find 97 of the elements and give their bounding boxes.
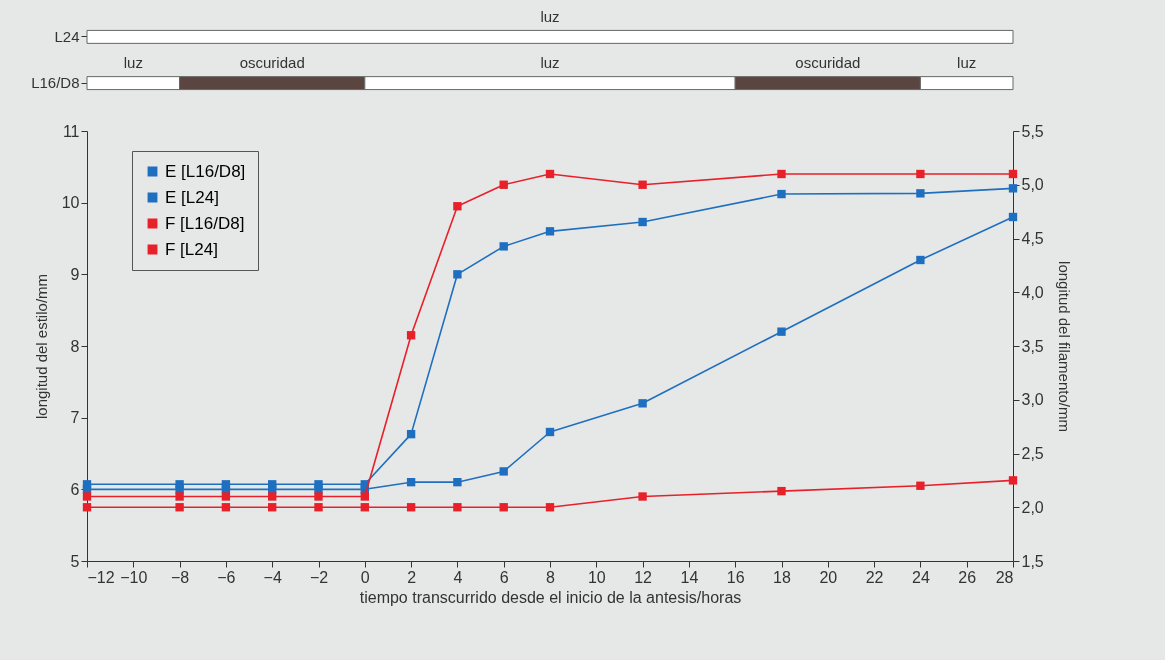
point [499, 503, 508, 512]
point [638, 217, 647, 227]
y2-tick-label: 2,0 [1021, 498, 1044, 516]
point [916, 481, 925, 490]
y2-tick-label: 4,0 [1021, 283, 1044, 301]
x-tick-label: −6 [217, 568, 236, 586]
point [406, 331, 416, 340]
point [360, 492, 369, 501]
x-tick-label: 16 [726, 568, 745, 586]
legend-label: E [L24] [165, 187, 219, 207]
x-tick-label: 2 [407, 568, 417, 586]
y2-tick-label: 5,5 [1021, 122, 1044, 140]
point [82, 503, 92, 512]
y-tick-label: 11 [62, 122, 80, 140]
point [499, 242, 508, 251]
y-tick-label: 9 [70, 265, 80, 283]
point [638, 180, 647, 189]
point [1008, 184, 1018, 193]
point [406, 429, 416, 439]
y-tick-label: L24 [54, 27, 80, 45]
point [499, 467, 508, 476]
x-tick-label: 20 [819, 568, 838, 586]
x-tick-label: 8 [546, 568, 556, 586]
point [545, 227, 555, 236]
y-tick-label: 10 [61, 194, 80, 212]
bar [86, 29, 1014, 44]
y-tick-label: 6 [70, 480, 80, 498]
point [545, 427, 555, 437]
x-tick-label: 22 [865, 568, 884, 586]
point [1008, 476, 1018, 485]
series-label: luz [957, 54, 977, 72]
x-tick-label: 12 [634, 568, 653, 586]
point [499, 180, 508, 189]
point [268, 492, 277, 501]
legend-label: F [L16/D8] [165, 213, 245, 233]
point [777, 169, 786, 179]
x-tick-label: 10 [587, 568, 606, 586]
y-tick-label: 5 [70, 552, 80, 570]
point [175, 503, 184, 512]
point [360, 503, 369, 512]
y-tick-label: 8 [70, 337, 80, 355]
point [777, 189, 786, 199]
point [82, 492, 92, 501]
y2-tick-label: 1,5 [1021, 552, 1044, 570]
x-tick-label: −8 [170, 568, 190, 586]
x-tick-label: 6 [499, 568, 509, 586]
series-label: luz [540, 7, 560, 25]
y-tick-label: 7 [70, 409, 80, 427]
x-tick-label: −2 [309, 568, 329, 586]
point [1008, 169, 1018, 179]
x-tick-label: −12 [87, 568, 115, 586]
series-label: oscuridad [795, 54, 861, 72]
y2-axis-title: longitud del filamento/mm [1055, 261, 1073, 432]
x-tick-label: −10 [120, 568, 148, 586]
point [221, 503, 231, 512]
point [916, 255, 925, 265]
x-tick-label: 18 [773, 568, 791, 586]
series-label: oscuridad [239, 54, 305, 72]
x-tick-label: 4 [453, 568, 463, 586]
point [545, 503, 555, 512]
y2-tick-label: 4,5 [1021, 230, 1044, 247]
point [175, 492, 184, 501]
x-tick-label: 26 [958, 568, 977, 586]
y-axis-title: longitud del estilo/mm [32, 273, 50, 420]
y2-tick-label: 5,0 [1021, 176, 1044, 194]
y2-tick-label: 2,5 [1021, 445, 1044, 462]
point [453, 477, 462, 487]
y2-tick-label: 3,5 [1021, 337, 1044, 355]
point [314, 492, 323, 501]
point [453, 503, 462, 512]
point [638, 399, 647, 408]
point [221, 492, 231, 501]
point [777, 327, 786, 336]
point [916, 169, 925, 179]
x-axis-title: tiempo transcurrido desde el inicio de la antesis/horas [359, 588, 742, 606]
point [777, 486, 786, 496]
point [638, 492, 647, 501]
x-tick-label: 14 [680, 568, 699, 586]
text: luz [123, 54, 143, 72]
y2-tick-label: 3,0 [1021, 391, 1044, 409]
y-tick-label: L16/D8 [31, 74, 80, 92]
point [545, 169, 555, 179]
point [406, 477, 416, 487]
point [314, 503, 323, 512]
point [453, 202, 462, 211]
legend-label: F [L24] [165, 239, 218, 259]
series-label: luz [540, 54, 560, 72]
point [1008, 212, 1018, 222]
point [268, 503, 277, 512]
x-tick-label: 28 [995, 568, 1014, 586]
point [453, 270, 462, 279]
x-tick-label: 24 [912, 568, 930, 586]
x-tick-label: −4 [263, 568, 282, 586]
point [916, 189, 925, 198]
point [406, 503, 416, 512]
legend-label: E [L16/D8] [165, 161, 246, 181]
x-tick-label: 0 [360, 568, 370, 586]
